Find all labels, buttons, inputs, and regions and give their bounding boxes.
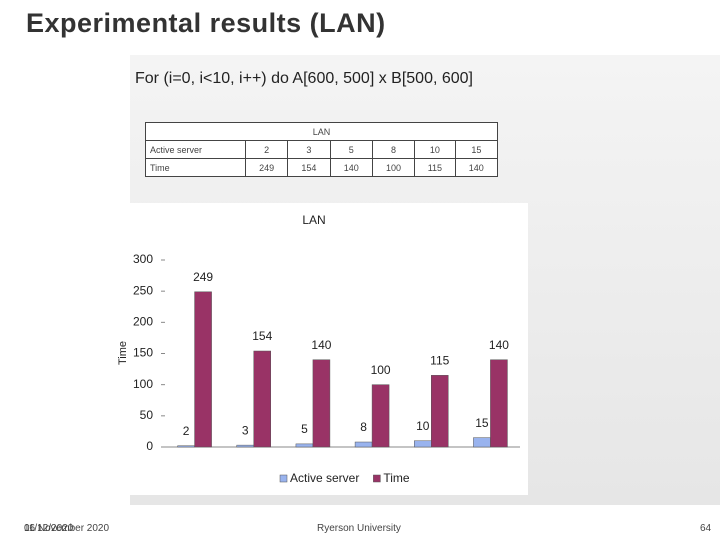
table-cell: 100 [371,158,416,177]
y-tick-label: 100 [133,377,153,391]
bar [431,375,449,448]
data-label: 100 [371,363,391,377]
data-label: 2 [183,424,190,438]
y-axis-label: Time [117,341,129,365]
bar [414,440,432,448]
legend-label: Time [383,471,410,485]
table-cell: 140 [454,158,499,177]
bar [295,443,314,448]
data-label: 15 [475,416,489,430]
y-tick-label: 0 [146,439,153,453]
data-table: LAN Active server 2 3 5 8 10 15 Time 249 154 140 10… [145,122,499,177]
bar [354,441,373,448]
bar [253,350,271,448]
data-label: 10 [416,419,430,433]
y-tick-label: 250 [133,283,153,297]
data-label: 140 [311,338,331,352]
y-tick-label: 200 [133,315,153,329]
bar [371,384,390,448]
footer-org: Ryerson University [317,523,401,534]
y-tick-label: 50 [140,408,154,422]
data-label: 8 [360,420,367,434]
footer-date: 11/12/2020 [24,523,74,534]
data-label: 249 [193,270,213,284]
table-row: Time 249 154 140 100 115 140 [145,158,499,177]
data-label: 140 [489,338,509,352]
legend-swatch [279,474,288,483]
legend-swatch [373,474,381,483]
table-row: Active server 2 3 5 8 10 15 [145,140,499,159]
bar [473,437,491,448]
bar [177,445,195,448]
data-label: 115 [430,353,449,367]
legend-label: Active server [290,471,359,485]
slide-subtitle: For (i=0, i<10, i++) do A[600, 500] x B[… [135,70,473,87]
y-tick-label: 150 [133,346,153,360]
data-label: 3 [242,423,249,437]
data-label: 5 [301,422,308,436]
bar [312,359,331,448]
page-number: 64 [700,523,712,534]
bar [236,444,254,448]
y-tick-label: 300 [133,252,153,266]
slide-title: Experimental results (LAN) [26,8,386,38]
data-label: 154 [252,329,272,343]
bar [194,291,212,448]
chart-title: LAN [302,213,325,227]
footer-date-long: 06 November 2020 [24,523,110,534]
bar [490,359,508,448]
